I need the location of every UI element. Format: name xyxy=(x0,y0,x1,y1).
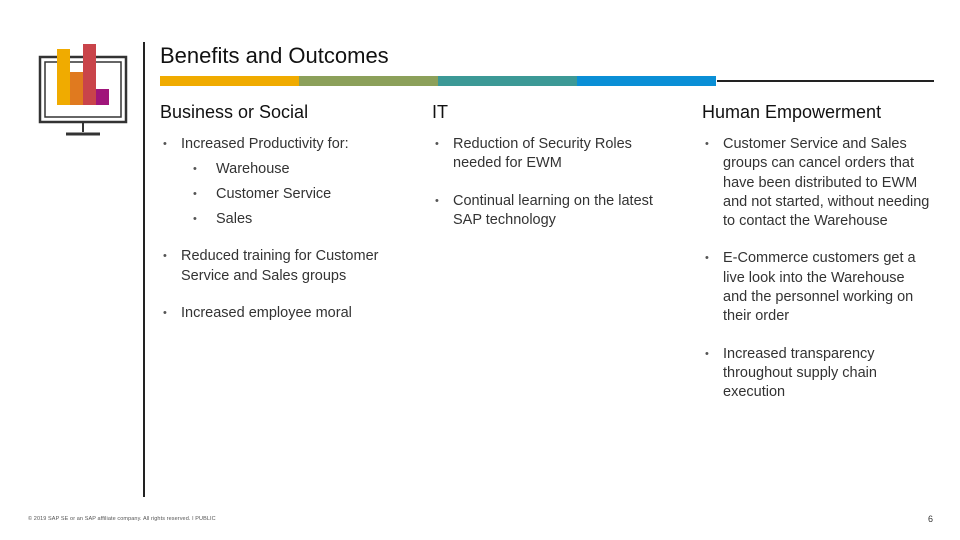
sub-bullet-list: Warehouse Customer Service Sales xyxy=(181,160,405,229)
chart-bar-1 xyxy=(57,49,70,105)
divider-line xyxy=(143,42,145,497)
color-segment-1 xyxy=(160,76,299,86)
column-business-social: Business or Social Increased Productivit… xyxy=(160,102,405,323)
page-number: 6 xyxy=(927,514,933,524)
page-title: Benefits and Outcomes xyxy=(160,43,389,68)
chart-bar-4 xyxy=(96,89,109,105)
title-underline xyxy=(717,80,934,82)
monitor-bar-chart-icon xyxy=(38,44,128,136)
color-segment-3 xyxy=(438,76,577,86)
bullet-list: Reduction of Security Roles needed for E… xyxy=(432,135,672,230)
column-it: IT Reduction of Security Roles needed fo… xyxy=(432,102,672,230)
title-color-bar xyxy=(160,76,716,86)
list-item-text: Increased Productivity for: xyxy=(181,136,349,152)
color-segment-4 xyxy=(577,76,716,86)
list-item: Increased employee moral xyxy=(160,304,405,324)
bullet-list: Increased Productivity for: Warehouse Cu… xyxy=(160,135,405,323)
list-item: Increased Productivity for: Warehouse Cu… xyxy=(160,135,405,229)
column-heading: IT xyxy=(432,102,448,122)
list-item: Customer Service and Sales groups can ca… xyxy=(702,135,932,231)
bullet-list: Customer Service and Sales groups can ca… xyxy=(702,135,932,403)
column-heading: Business or Social xyxy=(160,102,309,122)
color-segment-2 xyxy=(299,76,438,86)
sub-list-item: Warehouse xyxy=(181,160,405,179)
chart-bar-2 xyxy=(70,72,83,105)
list-item: Continual learning on the latest SAP tec… xyxy=(432,192,672,231)
chart-bar-3 xyxy=(83,44,96,105)
copyright-footer: © 2019 SAP SE or an SAP affiliate compan… xyxy=(28,516,216,522)
column-heading: Human Empowerment xyxy=(702,102,882,122)
list-item: E-Commerce customers get a live look int… xyxy=(702,249,932,326)
column-human-empowerment: Human Empowerment Customer Service and S… xyxy=(702,102,932,403)
list-item: Increased transparency throughout supply… xyxy=(702,345,932,403)
list-item: Reduction of Security Roles needed for E… xyxy=(432,135,672,174)
sub-list-item: Sales xyxy=(181,210,405,229)
sub-list-item: Customer Service xyxy=(181,185,405,204)
list-item: Reduced training for Customer Service an… xyxy=(160,247,405,286)
